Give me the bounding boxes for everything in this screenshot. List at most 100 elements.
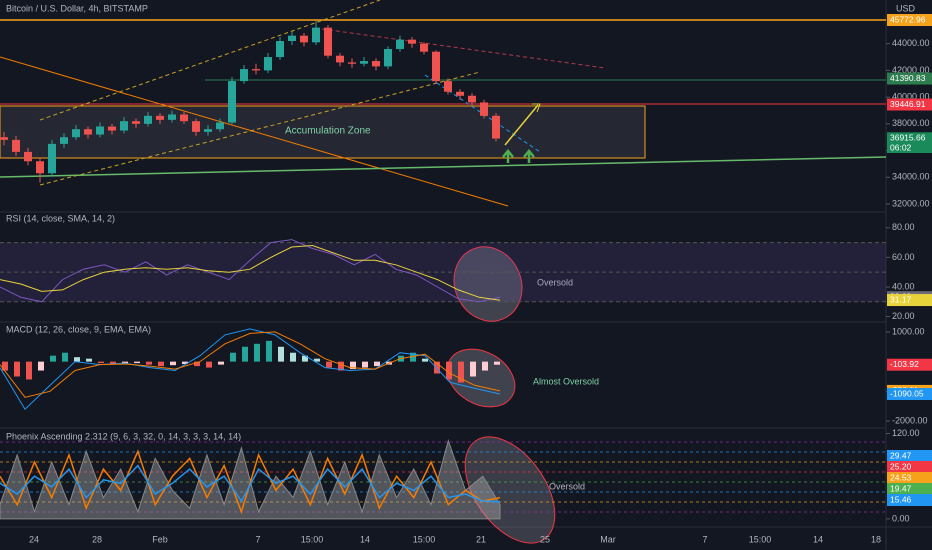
y-tick-label: 34000.00 xyxy=(892,172,930,182)
candle-body xyxy=(72,129,80,138)
countdown-badge xyxy=(887,142,932,153)
candle-body xyxy=(492,115,500,139)
candle-body xyxy=(408,39,416,44)
candle-body xyxy=(24,151,32,162)
x-tick-label: 7 xyxy=(702,534,707,544)
candle-body xyxy=(336,55,344,63)
x-tick-label: Feb xyxy=(152,534,168,544)
macd-bar xyxy=(194,361,200,367)
macd-bar xyxy=(230,352,236,362)
candle-body xyxy=(360,61,368,64)
price-badge xyxy=(887,72,932,85)
price-badge xyxy=(887,132,932,145)
macd-bar xyxy=(74,357,80,362)
x-tick-label: 15:00 xyxy=(301,534,324,544)
candle-body xyxy=(0,137,8,140)
x-tick-label: 7 xyxy=(255,534,260,544)
candle-body xyxy=(432,51,440,82)
badge-label: 39446.91 xyxy=(890,99,926,109)
macd-bar xyxy=(26,361,32,380)
badge-label: -1090.05 xyxy=(890,388,924,398)
candle-body xyxy=(168,114,176,120)
y-tick-label: 60.00 xyxy=(892,252,915,262)
macd-bar xyxy=(314,358,320,362)
candle-body xyxy=(192,121,200,132)
badge-label: 15.46 xyxy=(890,494,912,504)
candle-body xyxy=(180,114,188,122)
indicator-line xyxy=(0,239,501,303)
x-tick-label: 24 xyxy=(29,534,39,544)
candle-body xyxy=(444,81,452,92)
indicator-line xyxy=(0,244,501,301)
candle-body xyxy=(120,121,128,131)
symbol-title: Bitcoin / U.S. Dollar, 4h, BITSTAMP xyxy=(6,3,148,13)
candle-body xyxy=(240,69,248,82)
candle-body xyxy=(288,35,296,42)
macd-bar xyxy=(50,355,56,362)
candle-body xyxy=(384,49,392,67)
macd-bar xyxy=(458,361,464,383)
macd-bar xyxy=(218,361,224,365)
macd-bar xyxy=(134,361,140,364)
price-badge xyxy=(887,294,932,307)
macd-bar xyxy=(14,361,20,377)
candle-body xyxy=(216,122,224,130)
macd-bar xyxy=(86,358,92,362)
macd-title: MACD (12, 26, close, 9, EMA, EMA) xyxy=(6,324,151,334)
x-tick-label: 14 xyxy=(813,534,823,544)
annotation: Oversold xyxy=(537,277,573,287)
macd-bar xyxy=(146,361,152,365)
candle-body xyxy=(108,126,116,131)
y-tick-label: -2000.00 xyxy=(892,415,928,425)
candle-body xyxy=(48,143,56,174)
candle-body xyxy=(420,43,428,52)
candle-body xyxy=(84,129,92,135)
x-tick-label: Mar xyxy=(600,534,616,544)
macd-bar xyxy=(338,361,344,371)
candle-body xyxy=(300,35,308,43)
badge-label: -103.92 xyxy=(890,359,919,369)
accumulation-box xyxy=(0,105,646,159)
badge-label: 36915.66 xyxy=(890,133,926,143)
candle-body xyxy=(348,62,356,64)
macd-bar xyxy=(62,352,68,362)
y-tick-label: 42000.00 xyxy=(892,65,930,75)
y-tick-label: 38000.00 xyxy=(892,118,930,128)
y-tick-label: 120.00 xyxy=(892,428,920,438)
countdown: 06:02 xyxy=(890,142,912,152)
candle-body xyxy=(396,39,404,50)
candle-body xyxy=(480,102,488,116)
badge-label: 29.47 xyxy=(890,450,912,460)
price-badge xyxy=(887,494,932,506)
badge-label: 25.20 xyxy=(890,461,912,471)
candle-body xyxy=(144,115,152,124)
x-tick-label: 18 xyxy=(871,534,881,544)
macd-bar xyxy=(374,361,380,367)
macd-bar xyxy=(98,361,104,364)
macd-bar xyxy=(110,361,116,365)
candle-body xyxy=(228,81,236,123)
phoenix-wave xyxy=(0,439,501,520)
indicator-line xyxy=(0,331,501,398)
macd-bar xyxy=(254,343,260,362)
macd-bar xyxy=(206,361,212,368)
price-badge xyxy=(887,14,932,26)
indicator-line xyxy=(0,449,501,515)
annotation: Almost Oversold xyxy=(533,376,599,386)
indicator-line xyxy=(0,328,501,410)
macd-bar xyxy=(350,361,356,370)
badge-label: 24.53 xyxy=(890,472,912,482)
y-tick-label: 44000.00 xyxy=(892,38,930,48)
macd-bar xyxy=(326,361,332,368)
y-tick-label: 80.00 xyxy=(892,222,915,232)
rsi-title: RSI (14, close, SMA, 14, 2) xyxy=(6,213,115,223)
macd-bar xyxy=(290,352,296,362)
candle-body xyxy=(264,57,272,71)
price-badge xyxy=(887,461,932,473)
price-badge xyxy=(887,358,932,371)
candle-body xyxy=(156,115,164,120)
macd-bar xyxy=(302,355,308,362)
macd-bar xyxy=(470,361,476,377)
